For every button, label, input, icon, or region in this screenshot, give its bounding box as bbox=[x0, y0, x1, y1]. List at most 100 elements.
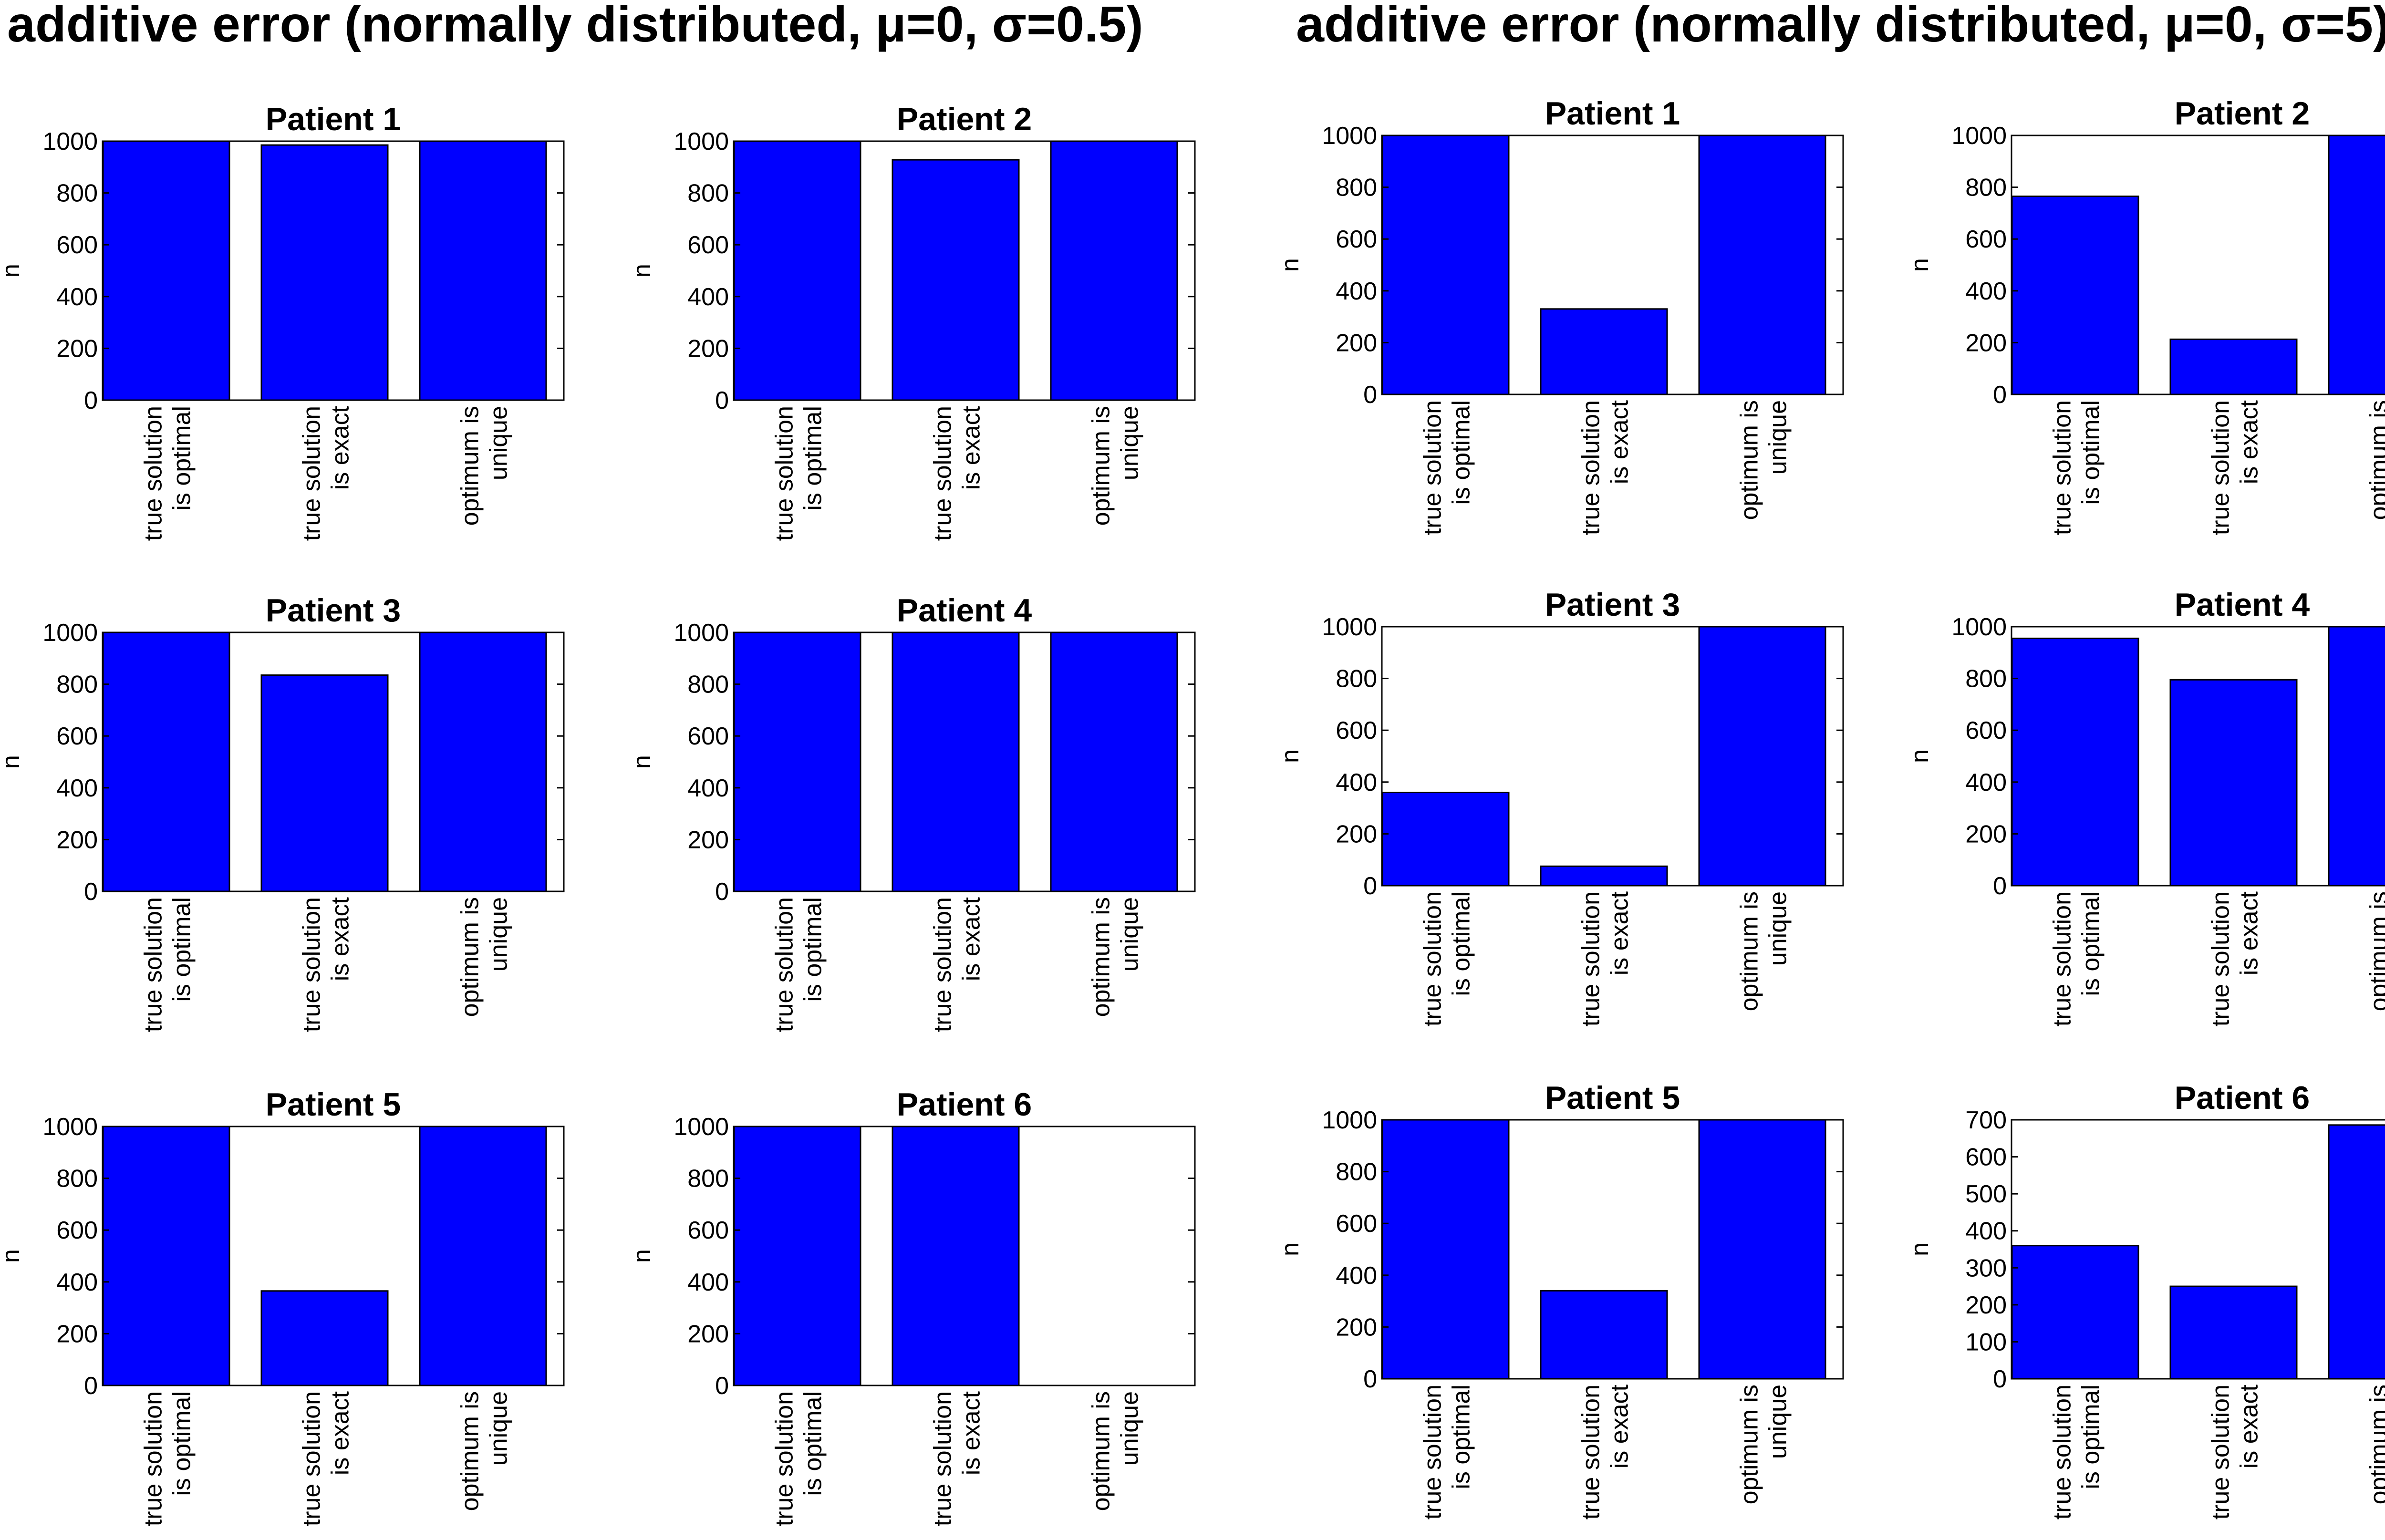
bar: Patient 3: 75 bbox=[1540, 865, 1668, 887]
bar: Patient 1: 1000 bbox=[1381, 134, 1510, 395]
y-tick-label: 800 bbox=[1336, 174, 1377, 202]
x-tick-label: true solution bbox=[1577, 1385, 1605, 1519]
y-axis-label: n bbox=[628, 755, 656, 769]
x-tick-label: is exact bbox=[1606, 400, 1634, 484]
bar: Patient 4: 1000 bbox=[892, 631, 1020, 892]
y-tick-label: 100 bbox=[1965, 1328, 2007, 1356]
y-tick-label: 1000 bbox=[674, 1113, 729, 1141]
y-tick-label: 400 bbox=[56, 775, 98, 802]
bar: Patient 4: 955 bbox=[2011, 637, 2139, 887]
bar: Patient 2: 1000 bbox=[1050, 140, 1178, 401]
panel-title: Patient 6 bbox=[897, 1086, 1032, 1123]
x-tick-label: optimum is bbox=[456, 406, 484, 526]
y-tick-label: 1000 bbox=[1322, 1106, 1377, 1134]
x-tick-label: optimum is bbox=[2365, 1385, 2385, 1504]
x-tick-label: is exact bbox=[1606, 1384, 1634, 1468]
y-tick-label: 1000 bbox=[674, 128, 729, 155]
bar: Patient 1: 1000 bbox=[1698, 134, 1826, 395]
x-tick-label: is optimal bbox=[2077, 1385, 2105, 1489]
y-tick-label: 800 bbox=[56, 180, 98, 207]
plot-frame bbox=[2011, 134, 2385, 395]
x-tick-label: optimum is bbox=[1736, 400, 1763, 520]
y-tick-label: 1000 bbox=[1951, 122, 2007, 150]
y-tick-label: 0 bbox=[715, 878, 729, 906]
x-tick-label: unique bbox=[485, 406, 513, 480]
x-tick-label: true solution bbox=[771, 406, 798, 541]
x-tick-label: is optimal bbox=[168, 897, 196, 1002]
y-tick-label: 800 bbox=[687, 671, 729, 699]
plot-frame bbox=[102, 1126, 565, 1386]
y-tick-label: 600 bbox=[1965, 1144, 2007, 1171]
x-tick-label: optimum is bbox=[1088, 897, 1115, 1017]
y-tick-label: 200 bbox=[687, 826, 729, 854]
x-tick-label: is exact bbox=[2236, 400, 2263, 484]
y-tick-label: 600 bbox=[1965, 226, 2007, 253]
y-tick-label: 0 bbox=[84, 1372, 98, 1400]
x-tick-label: true solution bbox=[771, 1391, 798, 1526]
y-tick-label: 500 bbox=[1965, 1180, 2007, 1208]
y-tick-label: 600 bbox=[56, 1217, 98, 1244]
y-tick-label: 200 bbox=[1965, 329, 2007, 357]
y-tick-label: 600 bbox=[1336, 226, 1377, 253]
y-tick-label: 1000 bbox=[42, 619, 98, 647]
y-tick-label: 600 bbox=[687, 1217, 729, 1244]
y-tick-label: 200 bbox=[1336, 329, 1377, 357]
x-tick-label: is exact bbox=[2236, 891, 2263, 975]
panel-title: Patient 2 bbox=[897, 101, 1032, 137]
y-tick-label: 600 bbox=[687, 231, 729, 259]
y-tick-label: 600 bbox=[56, 723, 98, 750]
x-tick-label: true solution bbox=[771, 897, 798, 1032]
bar: Patient 2: 1000 bbox=[733, 140, 861, 401]
x-tick-label: optimum is bbox=[456, 897, 484, 1017]
y-tick-label: 800 bbox=[687, 1165, 729, 1193]
plot-frame bbox=[102, 140, 565, 401]
bar: Patient 2: 928 bbox=[892, 159, 1020, 401]
y-axis-label: n bbox=[628, 264, 656, 278]
y-tick-label: 400 bbox=[1336, 1262, 1377, 1290]
group-title-right: additive error (normally distributed, μ=… bbox=[1296, 0, 2385, 52]
y-tick-label: 0 bbox=[715, 1372, 729, 1400]
bar: Patient 4: 1000 bbox=[733, 631, 861, 892]
y-tick-label: 400 bbox=[687, 1269, 729, 1296]
x-tick-label: unique bbox=[1116, 897, 1144, 972]
x-tick-label: true solution bbox=[1419, 891, 1447, 1026]
panel-g2-1: Patient 1: 1000 Patient 1: 330 Patient 1: … bbox=[1276, 95, 1844, 535]
bar: Patient 6: 1000 bbox=[892, 1126, 1020, 1386]
x-tick-label: is optimal bbox=[168, 406, 196, 511]
x-tick-label: true solution bbox=[140, 406, 167, 541]
y-tick-label: 1000 bbox=[1951, 613, 2007, 641]
y-tick-label: 0 bbox=[1363, 381, 1377, 409]
bar: Patient 5: 1000 bbox=[102, 1126, 230, 1386]
x-tick-label: optimum is bbox=[1736, 1385, 1763, 1504]
plot-frame bbox=[733, 140, 1196, 401]
x-tick-label: is optimal bbox=[1448, 891, 1475, 996]
y-tick-label: 800 bbox=[56, 671, 98, 699]
panel-title: Patient 2 bbox=[2175, 95, 2310, 132]
bar: Patient 1: 1000 bbox=[102, 140, 230, 401]
plot-frame bbox=[1381, 1119, 1844, 1380]
x-tick-label: true solution bbox=[929, 897, 957, 1032]
y-tick-label: 1000 bbox=[1322, 122, 1377, 150]
y-axis-label: n bbox=[0, 755, 25, 769]
x-tick-label: optimum is bbox=[2365, 400, 2385, 520]
panel-title: Patient 4 bbox=[897, 592, 1032, 629]
x-tick-label: optimum is bbox=[2365, 891, 2385, 1011]
bar: Patient 1: 1000 bbox=[419, 140, 547, 401]
bar: Patient 2: 765 bbox=[2011, 196, 2139, 395]
x-tick-label: unique bbox=[485, 1391, 513, 1466]
x-tick-label: true solution bbox=[298, 1391, 326, 1526]
x-tick-label: is exact bbox=[958, 897, 985, 981]
y-tick-label: 400 bbox=[1336, 769, 1377, 796]
y-tick-label: 0 bbox=[84, 387, 98, 414]
y-tick-label: 400 bbox=[1965, 769, 2007, 796]
y-axis-label: n bbox=[0, 264, 25, 278]
y-tick-label: 600 bbox=[1336, 1210, 1377, 1238]
group-title-left: additive error (normally distributed, μ=… bbox=[7, 0, 1143, 52]
x-tick-label: true solution bbox=[2207, 891, 2235, 1026]
x-tick-label: is exact bbox=[1606, 891, 1634, 975]
bar: Patient 6: 250 bbox=[2169, 1285, 2298, 1380]
panel-title: Patient 5 bbox=[1545, 1080, 1680, 1116]
